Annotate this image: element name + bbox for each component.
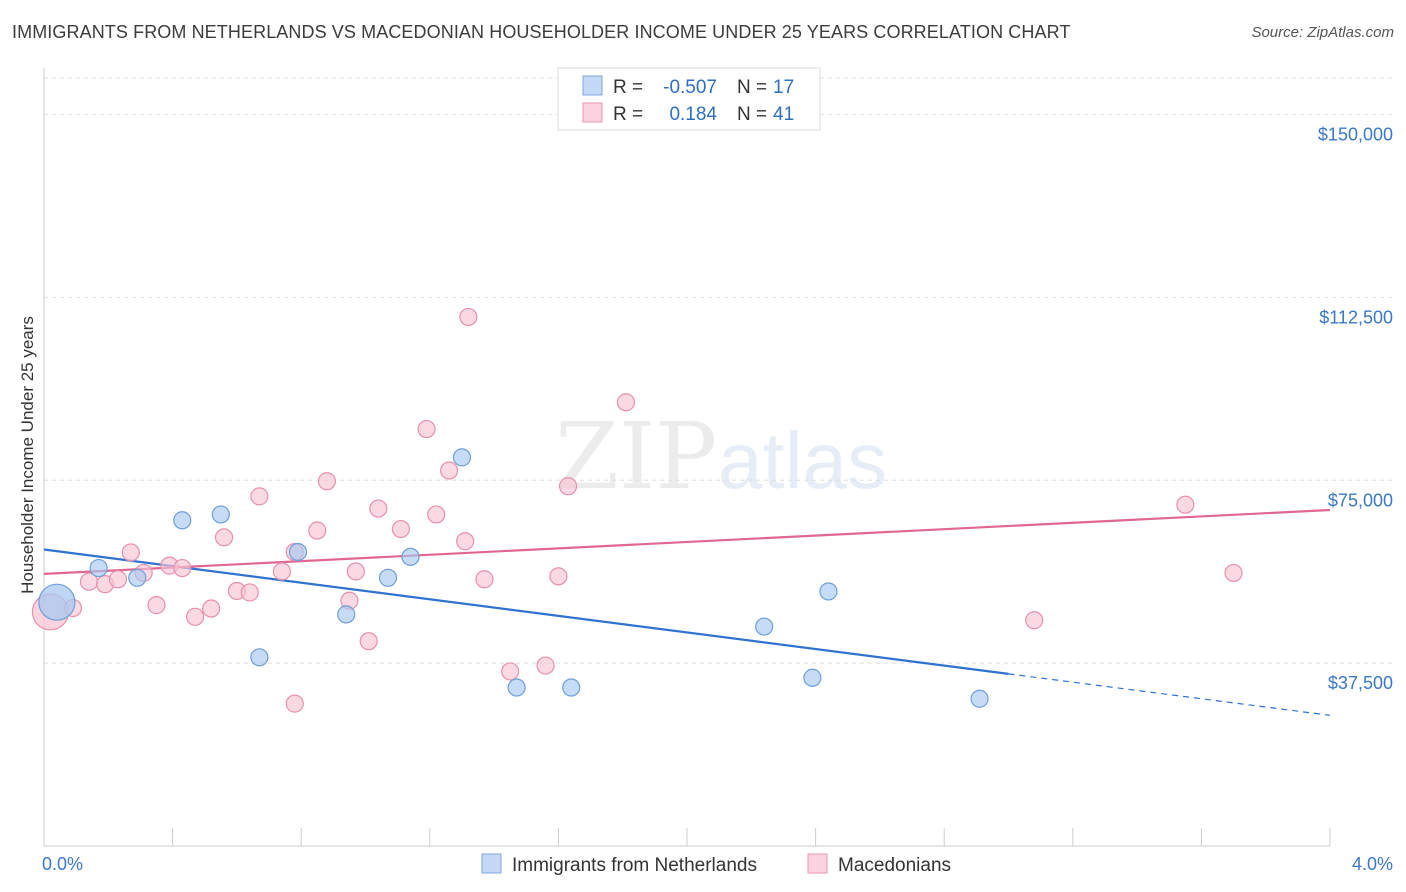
legend-swatch-netherlands <box>582 75 603 96</box>
point-series0-1 <box>89 558 108 578</box>
bottom-legend-label-netherlands: Immigrants from Netherlands <box>512 855 757 876</box>
point-series1-10 <box>186 607 205 626</box>
point-series1-15 <box>250 487 269 506</box>
point-series0-5 <box>250 648 269 667</box>
point-series0-4 <box>211 505 230 524</box>
point-series1-16 <box>272 562 292 581</box>
point-series1-7 <box>147 596 166 615</box>
point-series1-23 <box>359 632 378 651</box>
y-tick-label-2: $112,500 <box>1319 307 1393 327</box>
point-series0-16 <box>970 689 989 708</box>
y-tick-label-0: $37,500 <box>1328 673 1393 693</box>
point-series1-27 <box>427 505 446 524</box>
point-series0-14 <box>803 668 822 687</box>
point-series1-36 <box>616 393 636 412</box>
point-series1-31 <box>475 570 494 589</box>
point-series1-26 <box>417 419 436 439</box>
trend-lines <box>43 508 1331 716</box>
point-series1-35 <box>558 477 578 496</box>
point-series0-0 <box>38 583 76 621</box>
bottom-legend-swatch-netherlands <box>481 853 502 874</box>
point-series1-29 <box>456 532 475 551</box>
point-series1-18 <box>285 694 304 713</box>
point-series0-6 <box>288 542 308 562</box>
point-series1-12 <box>214 528 234 547</box>
point-series0-11 <box>507 678 526 697</box>
point-series1-22 <box>346 562 365 581</box>
chart-title: IMMIGRANTS FROM NETHERLANDS VS MACEDONIA… <box>12 22 1071 42</box>
y-tick-labels: $37,500 $75,000 $112,500 $150,000 <box>1318 125 1393 694</box>
legend-r-value-netherlands: -0.507 <box>663 77 717 98</box>
point-series0-8 <box>378 568 398 587</box>
trend-line-0 <box>43 548 1009 675</box>
watermark-zip: ZIP <box>555 403 717 510</box>
point-series0-2 <box>128 568 147 587</box>
bottom-legend-swatch-macedonians <box>807 853 828 874</box>
point-series0-13 <box>755 617 774 636</box>
point-series1-32 <box>501 662 520 681</box>
legend-n-label-netherlands: N = <box>737 77 767 98</box>
point-series0-15 <box>819 582 838 601</box>
point-series1-37 <box>1025 611 1044 630</box>
legend-n-value-netherlands: 17 <box>773 77 794 98</box>
point-series1-34 <box>549 567 568 586</box>
point-series1-4 <box>108 570 128 589</box>
axes <box>43 68 1331 847</box>
watermark-atlas: atlas <box>718 416 887 505</box>
point-series1-38 <box>1176 495 1195 514</box>
point-series1-11 <box>202 599 221 618</box>
legend-r-label-netherlands: R = <box>613 77 643 98</box>
point-series1-14 <box>240 583 259 602</box>
point-series1-9 <box>173 558 192 578</box>
bottom-legend-label-macedonians: Macedonians <box>838 855 951 876</box>
point-series1-33 <box>536 656 555 675</box>
chart-source: Source: ZipAtlas.com <box>1251 24 1394 41</box>
legend-swatch-macedonians <box>582 102 603 123</box>
point-series1-20 <box>317 472 337 491</box>
legend-n-label-macedonians: N = <box>737 104 767 125</box>
x-tick-label-1: 4.0% <box>1352 854 1393 874</box>
point-series0-3 <box>173 511 192 530</box>
bottom-legend: Immigrants from Netherlands Macedonians <box>481 853 951 876</box>
point-series0-7 <box>337 605 356 624</box>
point-series1-30 <box>459 307 478 327</box>
y-tick-label-1: $75,000 <box>1328 490 1393 510</box>
legend-n-value-macedonians: 41 <box>773 104 794 125</box>
point-series0-9 <box>401 547 420 566</box>
legend-r-label-macedonians: R = <box>613 104 643 125</box>
watermark: ZIP atlas <box>555 403 887 510</box>
point-series1-5 <box>121 543 140 562</box>
point-series1-28 <box>439 461 459 480</box>
point-series0-12 <box>562 678 581 697</box>
trend-line-extension-0 <box>1008 673 1331 716</box>
legend-r-value-macedonians: 0.184 <box>669 104 717 125</box>
point-series1-25 <box>391 519 410 539</box>
trend-line-1 <box>43 508 1331 576</box>
y-axis-label: Householder Income Under 25 years <box>18 316 37 594</box>
x-tick-label-0: 0.0% <box>42 854 83 874</box>
y-tick-label-3: $150,000 <box>1318 125 1393 145</box>
data-points <box>31 307 1243 713</box>
point-series1-39 <box>1224 563 1243 583</box>
point-series1-24 <box>369 499 388 518</box>
legend: R = -0.507 N = 17 R = 0.184 N = 41 <box>557 67 821 131</box>
point-series1-19 <box>308 521 327 540</box>
point-series0-10 <box>452 448 472 467</box>
x-tick-labels: 0.0% 4.0% <box>42 854 1393 874</box>
